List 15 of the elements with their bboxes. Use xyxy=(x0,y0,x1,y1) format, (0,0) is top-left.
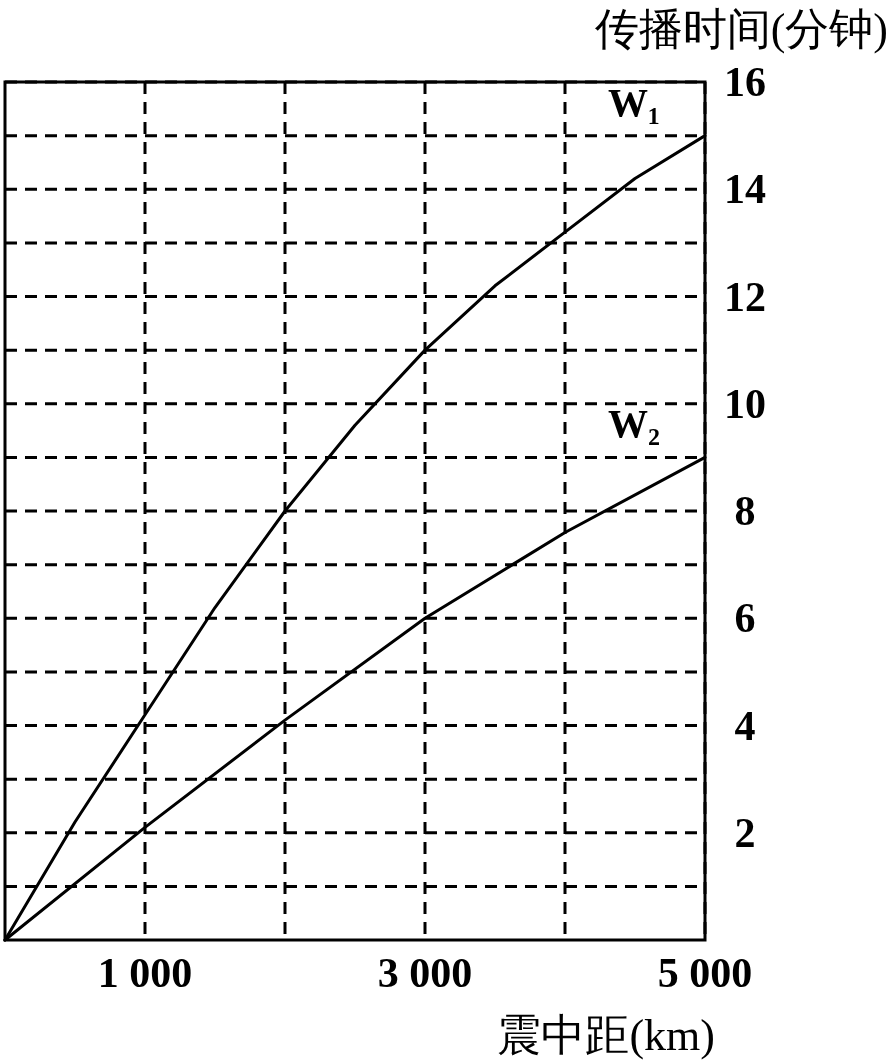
series-label: W₁ xyxy=(608,79,660,125)
y-tick-label: 12 xyxy=(724,273,766,320)
y-tick-label: 8 xyxy=(734,488,756,534)
y-tick-label: 14 xyxy=(724,166,766,213)
y-tick-label: 10 xyxy=(724,380,766,427)
x-tick-label: 1 000 xyxy=(97,950,193,996)
y-tick-label: 2 xyxy=(734,809,756,856)
y-tick-label: 6 xyxy=(734,595,756,642)
x-axis-title: 震中距(km) xyxy=(497,1011,715,1060)
x-tick-label: 5 000 xyxy=(657,950,753,996)
y-tick-label: 16 xyxy=(724,59,766,105)
series-label: W₂ xyxy=(608,401,660,447)
x-tick-label: 3 000 xyxy=(377,950,473,996)
y-axis-title: 传播时间(分钟) xyxy=(594,5,888,54)
y-tick-label: 4 xyxy=(734,702,756,749)
